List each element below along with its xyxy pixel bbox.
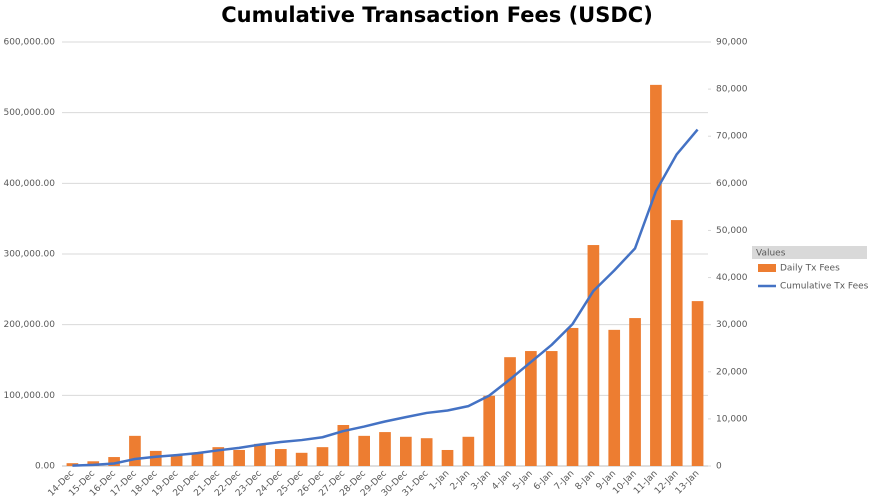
y-tick-label: 400,000.00 — [3, 179, 55, 189]
legend-title: Values — [756, 249, 786, 259]
bar — [358, 435, 370, 466]
y-tick-label: 600,000.00 — [3, 38, 55, 48]
legend-label: Cumulative Tx Fees — [780, 282, 869, 292]
bar — [670, 220, 683, 466]
bar — [108, 457, 120, 466]
y2-tick-label: 0 — [716, 462, 722, 472]
y-tick-label: 200,000.00 — [3, 320, 55, 330]
y2-tick-label: 80,000 — [716, 85, 748, 95]
y-tick-label: 300,000.00 — [3, 250, 55, 260]
bar — [691, 301, 704, 466]
y2-tick-label: 60,000 — [716, 179, 748, 189]
y2-tick-label: 90,000 — [716, 38, 748, 48]
y2-tick-label: 10,000 — [716, 414, 748, 424]
bar — [420, 438, 433, 466]
bar — [337, 425, 350, 466]
bar — [129, 435, 141, 466]
bar — [441, 449, 454, 466]
y2-tick-label: 30,000 — [716, 320, 748, 330]
bar — [212, 447, 225, 466]
bar — [233, 449, 245, 466]
bar — [191, 452, 204, 466]
bar — [483, 395, 496, 466]
bar — [170, 455, 183, 466]
legend-label: Daily Tx Fees — [780, 264, 840, 274]
legend-header-bg — [752, 246, 867, 259]
bar — [462, 436, 475, 466]
chart-title: Cumulative Transaction Fees (USDC) — [221, 3, 653, 27]
bar — [650, 84, 662, 467]
y-tick-label: 100,000.00 — [3, 391, 55, 401]
bar — [316, 447, 329, 466]
y2-tick-label: 20,000 — [716, 367, 748, 377]
bar — [149, 450, 162, 466]
y-tick-label: 500,000.00 — [3, 108, 55, 118]
bar — [254, 443, 266, 466]
bar — [629, 318, 641, 466]
bar — [274, 449, 287, 466]
bar — [566, 327, 579, 466]
legend-swatch — [758, 264, 776, 272]
y2-tick-label: 40,000 — [716, 273, 748, 283]
line — [72, 128, 699, 467]
y2-tick-label: 70,000 — [716, 132, 748, 142]
y2-tick-label: 50,000 — [716, 226, 748, 236]
bar — [545, 351, 558, 466]
bar — [525, 351, 537, 466]
y-tick-label: 0.00 — [35, 462, 55, 472]
bar — [608, 329, 621, 466]
bar — [295, 452, 308, 466]
bar — [400, 436, 412, 466]
bar — [587, 245, 600, 466]
bar — [379, 432, 391, 466]
bar — [504, 357, 516, 466]
